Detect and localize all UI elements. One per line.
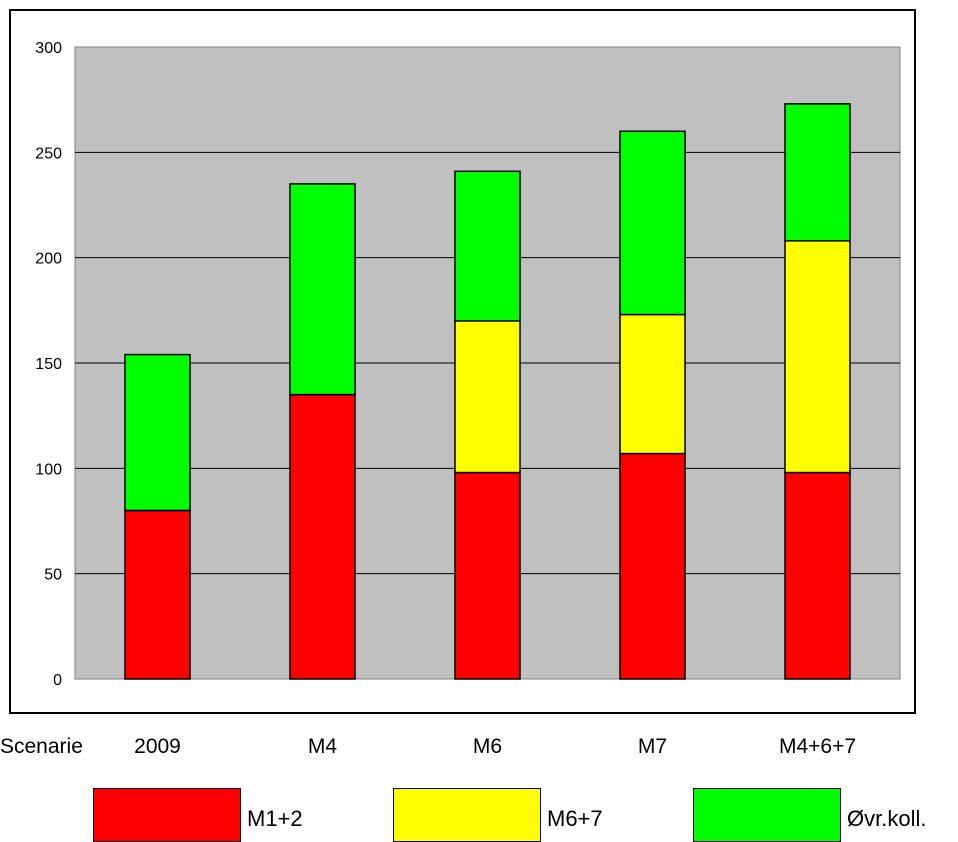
legend-swatch — [693, 788, 841, 842]
bar-segment — [784, 471, 851, 680]
bar-segment — [619, 130, 686, 316]
x-category-label: 2009 — [134, 735, 181, 758]
bars — [124, 103, 851, 680]
bar-segment — [124, 353, 191, 512]
y-tick-label: 150 — [35, 356, 62, 373]
x-axis-title: Scenarie — [0, 735, 83, 758]
legend-label: M6+7 — [547, 806, 603, 831]
bar-segment — [454, 471, 521, 680]
bar-segment — [619, 313, 686, 455]
bar-segment — [454, 320, 521, 474]
y-axis-tick-labels: 0 50 100 150 200 250 300 — [35, 40, 62, 689]
legend-swatch — [93, 788, 241, 842]
bar-segment — [619, 452, 686, 680]
legend-label: Øvr.koll. — [847, 806, 927, 831]
bar-segment — [454, 170, 521, 322]
x-category-label: M4 — [308, 735, 337, 758]
y-tick-label: 250 — [35, 145, 62, 162]
y-tick-label: 300 — [35, 40, 62, 57]
x-category-label: M4+6+7 — [779, 735, 856, 758]
y-tick-label: 100 — [35, 461, 62, 478]
legend-label: M1+2 — [247, 806, 303, 831]
bar-segment — [784, 240, 851, 474]
bar-segment — [784, 103, 851, 242]
x-axis-category-labels: 2009 M4 M6 M7 M4+6+7 — [134, 735, 856, 758]
bar-segment — [289, 393, 356, 680]
y-tick-label: 50 — [44, 567, 62, 584]
y-tick-label: 200 — [35, 251, 62, 268]
x-category-label: M6 — [473, 735, 502, 758]
x-category-label: M7 — [638, 735, 667, 758]
bar-segment — [124, 509, 191, 680]
bar-segment — [289, 183, 356, 396]
y-tick-label: 0 — [53, 672, 62, 689]
legend-swatch — [393, 788, 541, 842]
